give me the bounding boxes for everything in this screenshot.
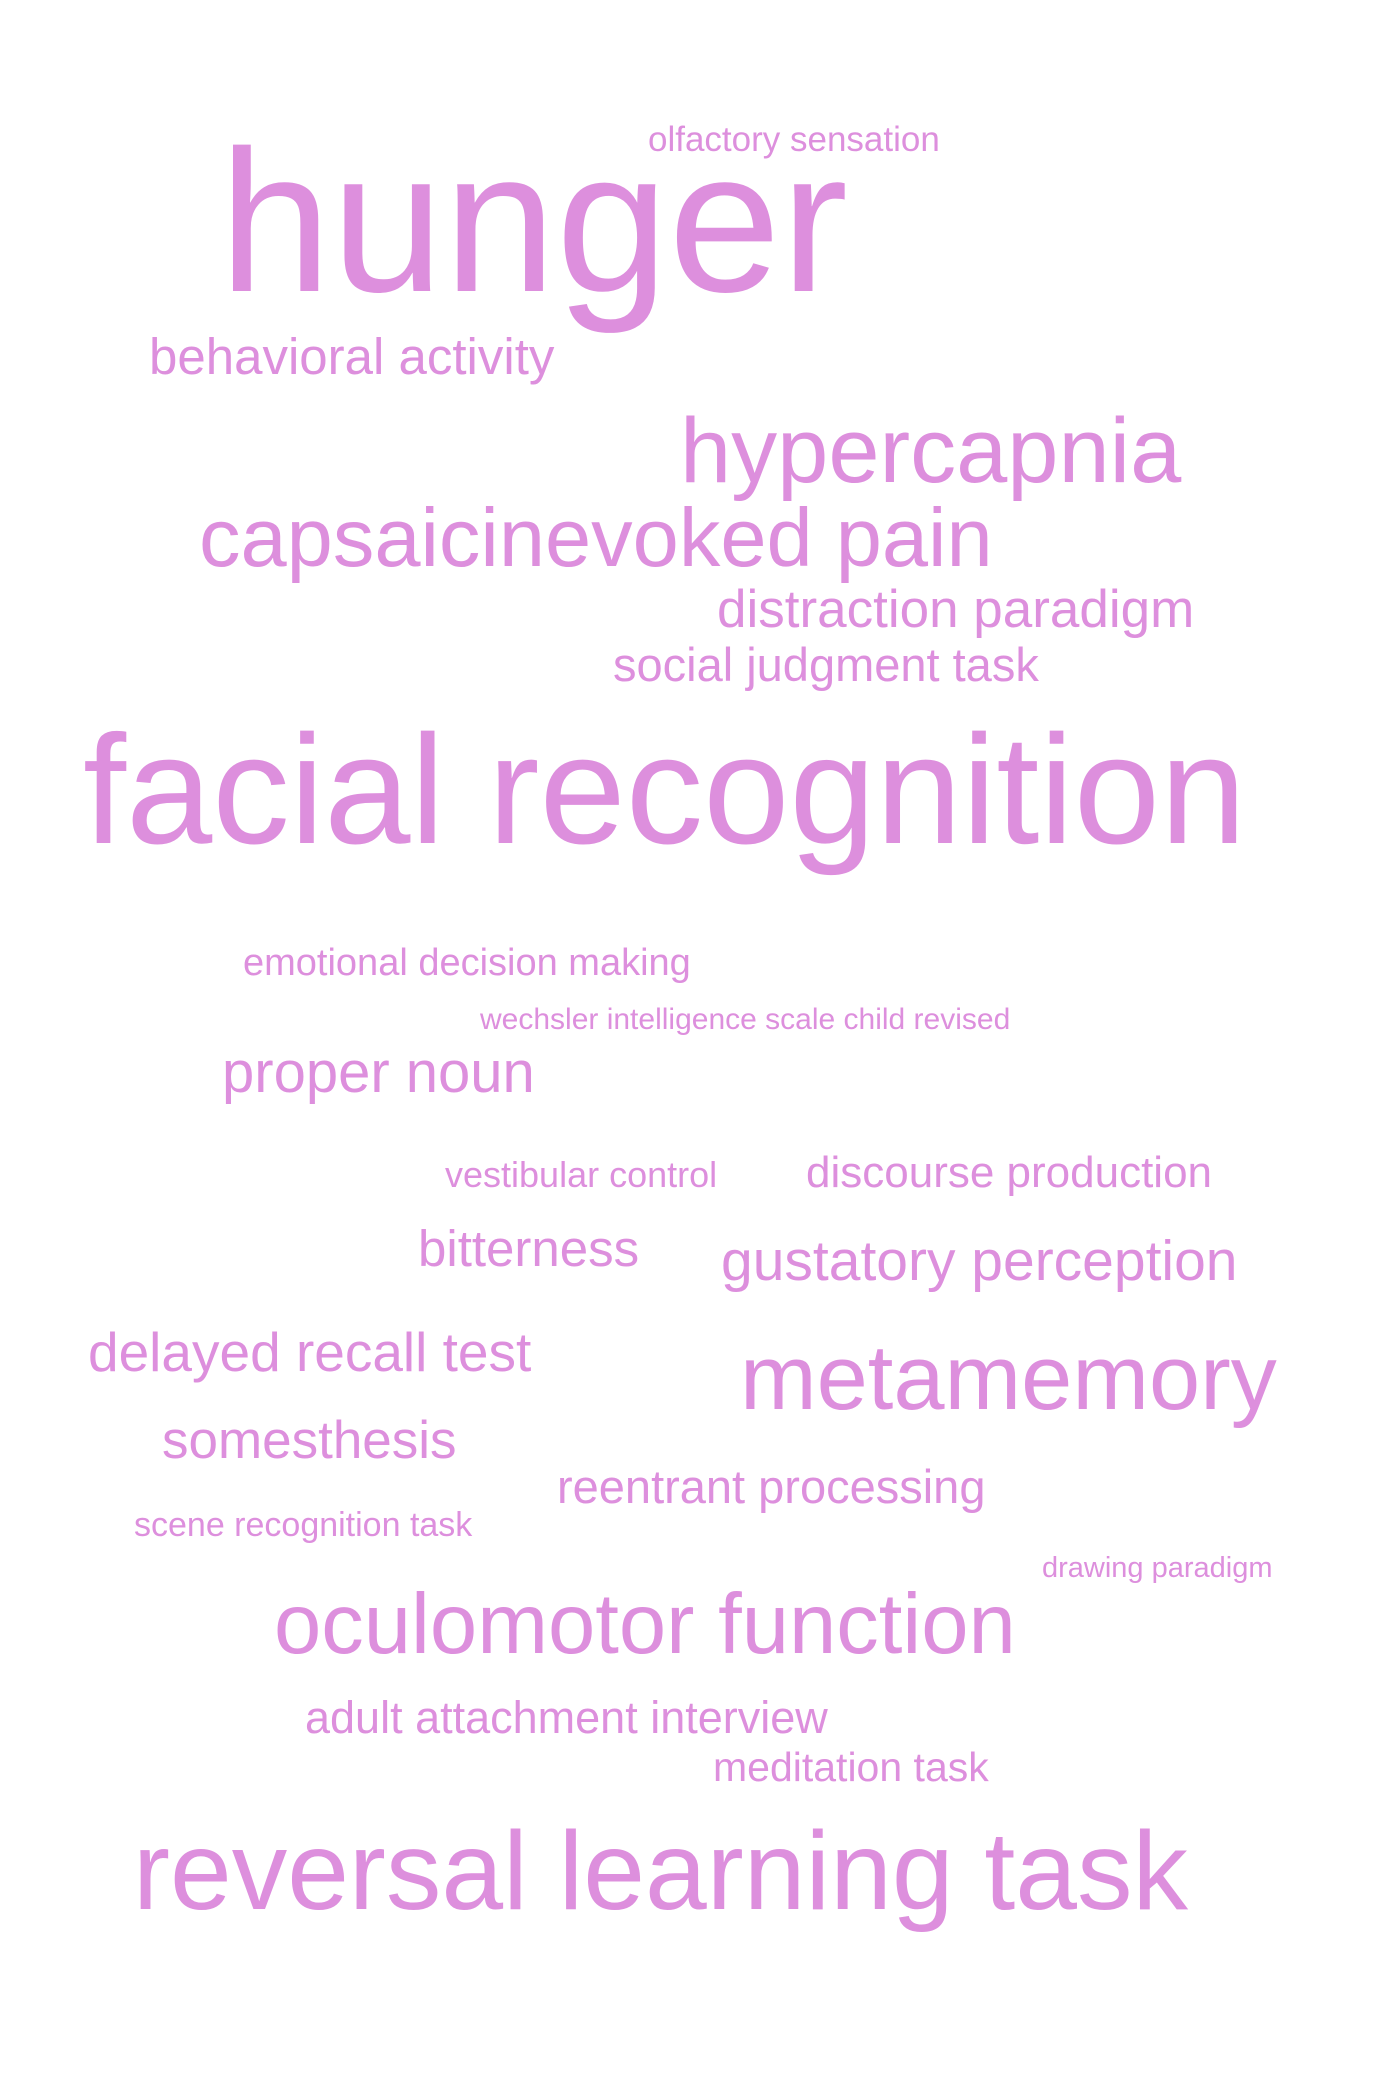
word-bitterness: bitterness: [418, 1220, 640, 1277]
word-meditation-task: meditation task: [713, 1744, 989, 1790]
word-reentrant-processing: reentrant processing: [557, 1460, 986, 1513]
word-discourse-production: discourse production: [806, 1148, 1213, 1197]
word-vestibular-control: vestibular control: [445, 1154, 718, 1195]
word-proper-noun: proper noun: [222, 1040, 535, 1105]
word-somesthesis: somesthesis: [162, 1411, 457, 1470]
word-capsaicinevoked-pain: capsaicinevoked pain: [199, 491, 993, 584]
word-emotional-decision-making: emotional decision making: [243, 942, 691, 984]
word-gustatory-perception: gustatory perception: [721, 1229, 1238, 1293]
word-distraction-paradigm: distraction paradigm: [717, 580, 1195, 639]
word-hypercapnia: hypercapnia: [680, 400, 1182, 502]
word-scene-recognition-task: scene recognition task: [134, 1506, 473, 1544]
word-reversal-learning-task: reversal learning task: [133, 1809, 1188, 1933]
word-adult-attachment-interview: adult attachment interview: [305, 1692, 828, 1743]
word-social-judgment-task: social judgment task: [613, 638, 1039, 691]
word-olfactory-sensation: olfactory sensation: [648, 120, 940, 159]
word-behavioral-activity: behavioral activity: [149, 328, 555, 385]
word-facial-recognition: facial recognition: [83, 703, 1247, 876]
word-oculomotor-function: oculomotor function: [274, 1577, 1016, 1672]
word-hunger: hunger: [219, 108, 848, 334]
word-wechsler-intelligence-scale-child-revised: wechsler intelligence scale child revise…: [480, 1003, 1011, 1036]
word-metamemory: metamemory: [740, 1327, 1277, 1429]
word-delayed-recall-test: delayed recall test: [88, 1321, 532, 1383]
word-drawing-paradigm: drawing paradigm: [1042, 1552, 1273, 1584]
